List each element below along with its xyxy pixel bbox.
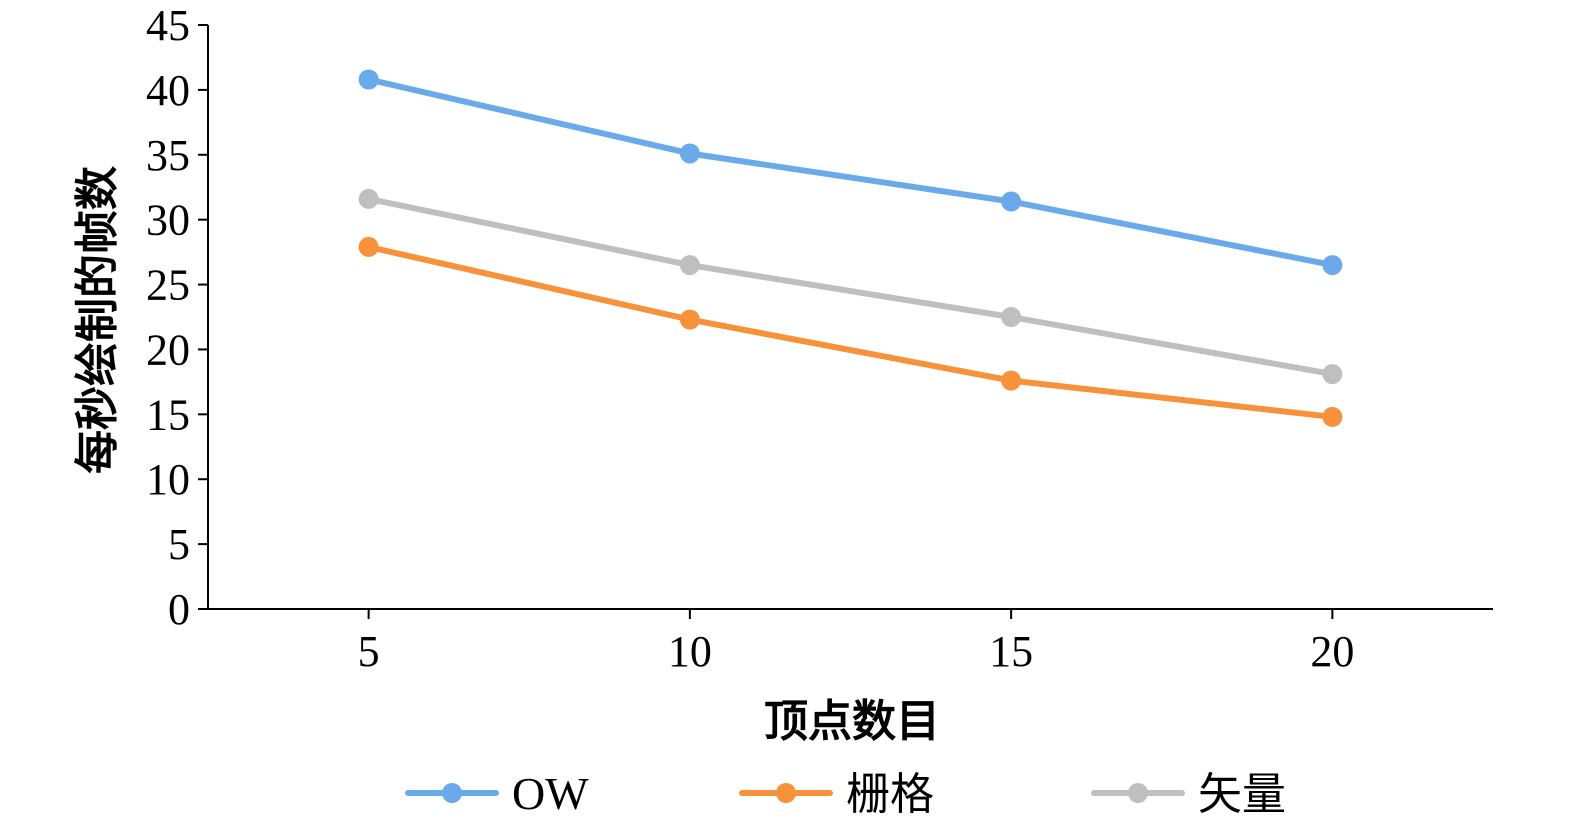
data-point: [358, 69, 379, 90]
y-tick-label: 45: [146, 1, 190, 50]
x-tick-label: 10: [668, 627, 712, 676]
y-tick-label: 15: [146, 390, 190, 439]
legend: OW 栅格 矢量: [405, 768, 1286, 820]
legend-item: 矢量: [1091, 769, 1286, 820]
series-line: [365, 243, 1336, 420]
x-tick-label: 20: [1310, 627, 1354, 676]
y-tick-label: 20: [146, 325, 190, 374]
y-tick-label: 40: [146, 66, 190, 115]
data-point: [1322, 255, 1343, 276]
data-point: [1001, 191, 1022, 212]
series-OW: [358, 69, 1343, 276]
legend-swatch-marker: [776, 783, 796, 803]
series-line: [365, 76, 1336, 269]
data-point: [1001, 307, 1022, 327]
x-tick-label: 15: [989, 627, 1033, 676]
data-point: [679, 143, 700, 164]
x-tick-label: 5: [358, 627, 380, 676]
y-axis-title: 每秒绘制的帧数: [72, 166, 123, 474]
series-栅格: [358, 236, 1343, 427]
y-tick-label: 5: [168, 520, 190, 569]
y-tick-label: 25: [146, 261, 190, 310]
legend-swatch-marker: [442, 783, 462, 803]
y-tick-label: 0: [168, 585, 190, 634]
legend-label: OW: [512, 768, 589, 819]
data-point: [358, 188, 379, 209]
y-tick-label: 30: [146, 196, 190, 245]
data-point: [679, 255, 700, 276]
x-axis-title: 顶点数目: [764, 696, 940, 747]
series-line: [365, 195, 1336, 378]
legend-swatch-marker: [1128, 783, 1148, 803]
legend-item: 栅格: [739, 769, 934, 820]
legend-label: 栅格: [846, 769, 934, 820]
data-point: [679, 309, 700, 330]
series-layer: [358, 69, 1343, 427]
data-point: [1001, 370, 1022, 391]
legend-item: OW: [405, 768, 589, 819]
data-point: [1322, 406, 1343, 427]
y-tick-label: 35: [146, 131, 190, 180]
data-point: [1322, 364, 1343, 385]
series-矢量: [358, 188, 1343, 385]
legend-label: 矢量: [1198, 769, 1286, 820]
data-point: [358, 236, 379, 257]
axes: 0 5 10 15 20 25 30 35 40 45 5 10 15 20: [146, 1, 1493, 676]
y-tick-label: 10: [146, 455, 190, 504]
